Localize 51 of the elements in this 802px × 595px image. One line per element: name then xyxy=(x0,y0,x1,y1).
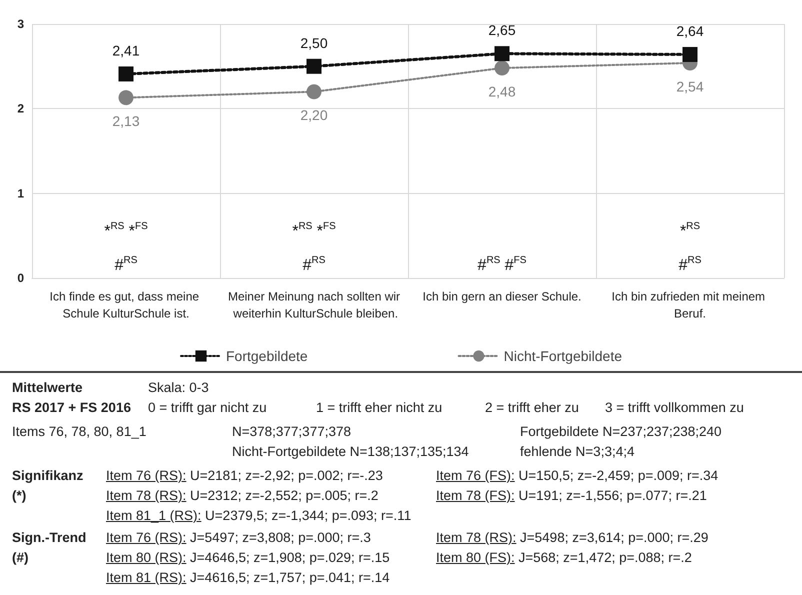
text: Sign.-Trend xyxy=(12,530,86,545)
text: Item 80 (RS): J=4646,5; z=1,908; p=.029; r=.15 xyxy=(106,550,390,565)
text: N=378;377;377;378 xyxy=(232,424,351,439)
point xyxy=(494,60,510,76)
text: Fortgebildete N=237;237;238;240 xyxy=(520,424,722,439)
text: Item 76 (RS): J=5497; z=3,808; p=.000; r=.3 xyxy=(106,530,371,545)
x-tick-label: Ich bin zufrieden mit meinem Beruf. xyxy=(612,290,768,320)
text: Item 78 (RS): J=5498; z=3,614; p=.000; r=.29 xyxy=(436,530,708,545)
x-tick-label: Meiner Meinung nach sollten wir weiterhin KulturSchule bleiben. xyxy=(228,290,400,320)
text: Item 78 (FS): U=191; z=-1,556; p=.077; r=.21 xyxy=(436,488,707,503)
text: 3 = trifft vollkommen zu xyxy=(605,400,744,415)
data-label: 2,41 xyxy=(112,42,140,58)
text: (#) xyxy=(12,550,28,565)
text: Item 81 (RS): J=4616,5; z=1,757; p=.041; r=.14 xyxy=(106,570,390,585)
x-tick-label: Ich finde es gut, dass meine Schule KulturSchule ist. xyxy=(50,290,202,320)
text: Skala: 0-3 xyxy=(148,380,209,395)
data-label: 2,64 xyxy=(676,22,704,39)
point xyxy=(118,66,134,82)
data-label: 2,20 xyxy=(300,107,328,124)
text: Signifikanz xyxy=(12,468,84,483)
text: Nicht-Fortgebildete N=138;137;135;134 xyxy=(232,444,469,459)
x-tick-label: Ich bin gern an dieser Schule. xyxy=(422,290,582,304)
text: Items 76, 78, 80, 81_1 xyxy=(12,424,146,439)
point xyxy=(118,90,134,106)
text: 0 = trifft gar nicht zu xyxy=(148,400,267,415)
point xyxy=(306,58,322,74)
text: RS 2017 + FS 2016 xyxy=(12,400,131,415)
y-tick-label: 3 xyxy=(17,17,24,31)
point xyxy=(306,84,322,100)
legend-label: Fortgebildete xyxy=(226,348,308,364)
y-tick-label: 0 xyxy=(17,271,24,285)
point xyxy=(682,46,698,62)
text: Item 80 (FS): J=568; z=1,472; p=.088; r=.2 xyxy=(436,550,692,565)
text: Item 81_1 (RS): U=2379,5; z=-1,344; p=.093; r=.11 xyxy=(106,508,412,523)
y-tick-label: 1 xyxy=(17,186,24,200)
y-tick-label: 2 xyxy=(17,102,24,116)
text: Item 76 (RS): U=2181; z=-2,92; p=.002; r=-.23 xyxy=(106,468,383,483)
data-label: 2,13 xyxy=(112,113,140,130)
text: 2 = trifft eher zu xyxy=(485,400,579,415)
text: Item 76 (FS): U=150,5; z=-2,459; p=.009; r=.34 xyxy=(436,468,718,483)
text: 1 = trifft eher nicht zu xyxy=(316,400,442,415)
text: fehlende N=3;3;4;4 xyxy=(520,444,634,459)
text: Mittelwerte xyxy=(12,380,83,395)
text: (*) xyxy=(12,488,26,503)
data-label: 2,50 xyxy=(300,34,328,51)
text: Item 78 (RS): U=2312; z=-2,552; p=.005; r=.2 xyxy=(106,488,378,503)
point xyxy=(494,46,510,62)
data-label: 2,65 xyxy=(488,22,516,38)
data-label: 2,48 xyxy=(488,84,516,100)
data-label: 2,54 xyxy=(676,78,704,94)
legend-label: Nicht-Fortgebildete xyxy=(504,348,622,364)
